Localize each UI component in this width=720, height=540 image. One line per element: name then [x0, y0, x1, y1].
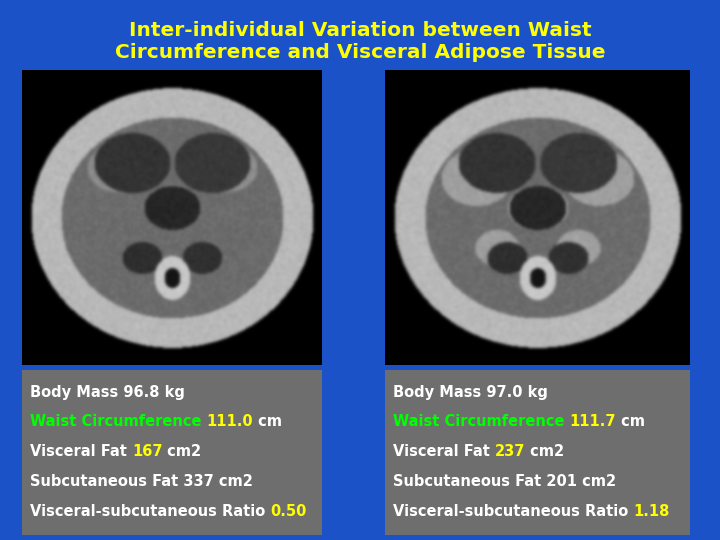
Text: Waist Circumference: Waist Circumference: [393, 415, 570, 429]
Text: 111.7: 111.7: [570, 415, 616, 429]
Text: cm2: cm2: [163, 444, 202, 460]
Text: cm: cm: [616, 415, 645, 429]
Text: cm: cm: [253, 415, 282, 429]
Text: Waist Circumference: Waist Circumference: [30, 415, 207, 429]
Bar: [385, 370, 690, 535]
Text: Visceral-subcutaneous Ratio: Visceral-subcutaneous Ratio: [393, 504, 634, 519]
Text: cm2: cm2: [526, 444, 564, 460]
Text: Inter-individual Variation between Waist: Inter-individual Variation between Waist: [129, 21, 591, 39]
Text: Circumference and Visceral Adipose Tissue: Circumference and Visceral Adipose Tissu…: [114, 43, 606, 62]
Text: 1.18: 1.18: [634, 504, 670, 519]
Text: 0.50: 0.50: [271, 504, 307, 519]
Text: 167: 167: [132, 444, 163, 460]
Text: Visceral-subcutaneous Ratio: Visceral-subcutaneous Ratio: [30, 504, 271, 519]
Text: Body Mass 97.0 kg: Body Mass 97.0 kg: [393, 384, 548, 400]
Text: Subcutaneous Fat 201 cm2: Subcutaneous Fat 201 cm2: [393, 475, 616, 489]
Bar: [22, 370, 322, 535]
Text: Body Mass 96.8 kg: Body Mass 96.8 kg: [30, 384, 185, 400]
Text: Visceral Fat: Visceral Fat: [30, 444, 132, 460]
Text: Subcutaneous Fat 337 cm2: Subcutaneous Fat 337 cm2: [30, 475, 253, 489]
Text: Visceral Fat: Visceral Fat: [393, 444, 495, 460]
Text: 237: 237: [495, 444, 526, 460]
Text: 111.0: 111.0: [207, 415, 253, 429]
